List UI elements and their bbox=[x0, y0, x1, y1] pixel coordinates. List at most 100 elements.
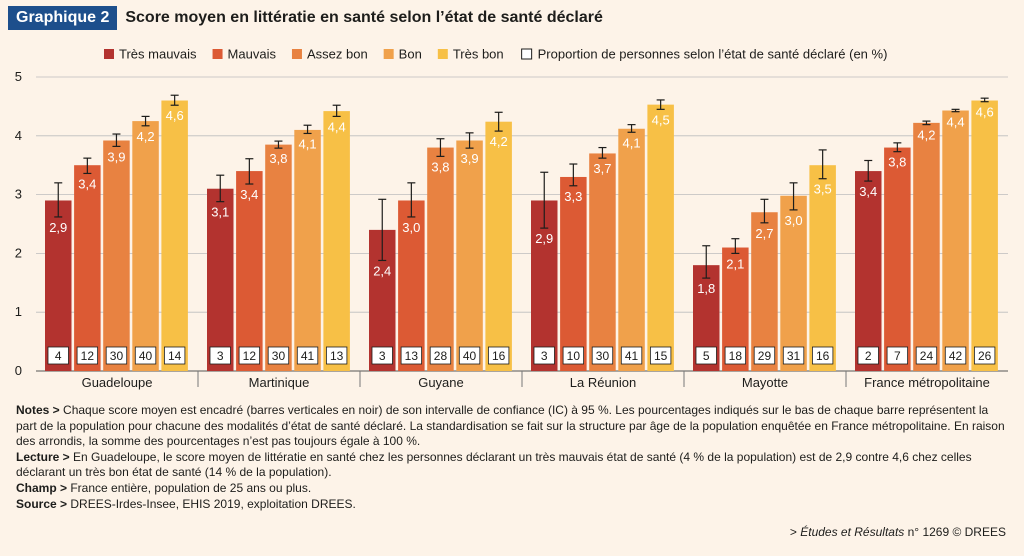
publication-name: Études et Résultats bbox=[800, 525, 905, 539]
y-axis: 0 1 2 3 4 5 bbox=[15, 69, 22, 378]
data-label: 4,6 bbox=[976, 105, 994, 120]
data-label: 4,1 bbox=[299, 136, 317, 151]
notes-block: Notes > Chaque score moyen est encadré (… bbox=[16, 403, 1011, 512]
bar bbox=[427, 147, 454, 371]
bar bbox=[618, 128, 645, 371]
share-box bbox=[429, 346, 452, 365]
data-label: 4,2 bbox=[137, 129, 155, 144]
share-box bbox=[857, 346, 879, 365]
legend-label: Très mauvais bbox=[119, 47, 197, 62]
legend-swatch bbox=[437, 49, 448, 59]
note-text: DREES-Irdes-Insee, EHIS 2019, exploitati… bbox=[67, 496, 356, 511]
bar bbox=[971, 100, 998, 372]
share-box bbox=[487, 346, 510, 365]
note-label: Notes > bbox=[16, 403, 60, 417]
share-box bbox=[533, 346, 555, 365]
bar bbox=[780, 195, 807, 371]
figure-tag: Graphique 2 bbox=[8, 6, 118, 30]
data-label: 2,9 bbox=[49, 220, 67, 235]
share-box bbox=[974, 346, 996, 365]
data-label: 4,4 bbox=[328, 119, 346, 134]
category-label: Martinique bbox=[249, 375, 310, 390]
bar bbox=[207, 188, 234, 371]
category-label: Guadeloupe bbox=[82, 375, 153, 390]
legend-label: Très bon bbox=[453, 47, 504, 62]
share-label: 2 bbox=[865, 349, 872, 363]
category-label: La Réunion bbox=[570, 375, 637, 390]
legend-swatch-share bbox=[521, 48, 533, 60]
share-box bbox=[400, 346, 423, 365]
share-label: 3 bbox=[541, 349, 548, 363]
share-box bbox=[915, 346, 938, 365]
bar bbox=[265, 144, 292, 371]
category-label: Guyane bbox=[418, 375, 464, 390]
note-2: Lecture > En Guadeloupe, le score moyen … bbox=[16, 450, 1011, 481]
data-label: 1,8 bbox=[697, 281, 715, 296]
share-box bbox=[238, 346, 261, 365]
legend-label: Bon bbox=[399, 47, 422, 62]
data-label: 3,8 bbox=[431, 159, 449, 174]
share-label: 13 bbox=[405, 349, 419, 363]
share-label: 15 bbox=[654, 349, 668, 363]
data-label: 2,1 bbox=[726, 256, 744, 271]
share-label: 18 bbox=[729, 349, 743, 363]
share-box bbox=[724, 346, 746, 365]
bar bbox=[323, 111, 350, 371]
share-box bbox=[591, 346, 614, 365]
data-label: 4,6 bbox=[166, 108, 184, 123]
data-label: 3,4 bbox=[859, 184, 877, 199]
bar bbox=[809, 165, 836, 371]
data-label: 3,3 bbox=[564, 189, 582, 204]
bar bbox=[398, 200, 425, 371]
legend-label: Mauvais bbox=[228, 47, 277, 62]
data-label: 2,7 bbox=[755, 226, 773, 241]
data-label: 4,4 bbox=[947, 115, 965, 130]
legend-swatch bbox=[383, 49, 394, 59]
note-label: Champ > bbox=[16, 480, 68, 495]
bars: 2,9 4 3,4 12 3,9 30 4,2 40 4,6 14 3,1 3 3,4 12 3,8 30 4,… bbox=[45, 94, 998, 372]
note-4: Source > DREES-Irdes-Insee, EHIS 2019, e… bbox=[16, 497, 1011, 513]
share-label: 29 bbox=[758, 349, 772, 363]
data-label: 3,9 bbox=[107, 149, 125, 164]
data-label: 3,4 bbox=[240, 187, 258, 202]
share-box bbox=[650, 346, 672, 365]
share-box bbox=[105, 346, 128, 365]
category-label: Mayotte bbox=[742, 375, 788, 390]
chart-title: Score moyen en littératie en santé selon… bbox=[125, 9, 603, 26]
data-label: 3,8 bbox=[269, 151, 287, 166]
data-label: 3,4 bbox=[78, 176, 96, 191]
share-label: 5 bbox=[703, 349, 710, 363]
data-label: 2,9 bbox=[535, 231, 553, 246]
share-label: 12 bbox=[81, 349, 95, 363]
share-box bbox=[695, 346, 717, 365]
note-text: En Guadeloupe, le score moyen de littéra… bbox=[16, 449, 972, 480]
share-box bbox=[812, 346, 834, 365]
note-label: Lecture > bbox=[16, 449, 70, 464]
y-tick-label: 0 bbox=[15, 363, 22, 378]
share-box bbox=[209, 346, 231, 365]
credit-prefix: > bbox=[789, 525, 801, 539]
bar bbox=[913, 122, 940, 371]
share-box bbox=[163, 346, 186, 365]
note-label: Source > bbox=[16, 496, 68, 511]
note-3: Champ > France entière, population de 25… bbox=[16, 481, 1011, 497]
credit-rest: n° 1269 © DREES bbox=[904, 525, 1006, 539]
share-label: 31 bbox=[787, 349, 801, 363]
x-axis: Guadeloupe Martinique Guyane La Réunion Mayo… bbox=[82, 371, 990, 390]
share-label: 14 bbox=[168, 349, 182, 363]
legend-label: Proportion de personnes selon l’état de … bbox=[538, 47, 888, 62]
share-label: 3 bbox=[379, 349, 386, 363]
share-label: 28 bbox=[434, 349, 448, 363]
data-label: 3,8 bbox=[888, 155, 906, 170]
bar bbox=[45, 200, 72, 371]
share-label: 42 bbox=[949, 349, 963, 363]
data-label: 3,1 bbox=[211, 205, 229, 220]
legend-swatch bbox=[212, 49, 223, 59]
share-box bbox=[620, 346, 643, 365]
y-tick-label: 5 bbox=[15, 69, 22, 84]
share-box bbox=[458, 346, 481, 365]
bar bbox=[560, 176, 587, 371]
share-box bbox=[782, 346, 805, 365]
legend: Très mauvais Mauvais Assez bon Bon Très bon P… bbox=[104, 47, 887, 62]
data-label: 3,0 bbox=[785, 213, 803, 228]
